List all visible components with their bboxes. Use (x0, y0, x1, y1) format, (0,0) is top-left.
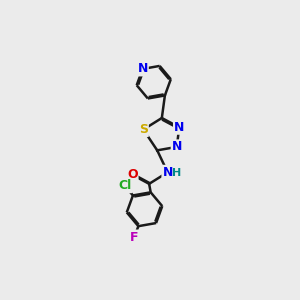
Text: N: N (174, 121, 184, 134)
Text: N: N (137, 62, 148, 75)
Text: Cl: Cl (118, 179, 131, 192)
Text: N: N (162, 166, 173, 179)
Text: N: N (172, 140, 182, 153)
Text: O: O (127, 168, 138, 181)
Text: F: F (130, 230, 139, 244)
Text: S: S (139, 123, 148, 136)
Text: H: H (172, 168, 181, 178)
